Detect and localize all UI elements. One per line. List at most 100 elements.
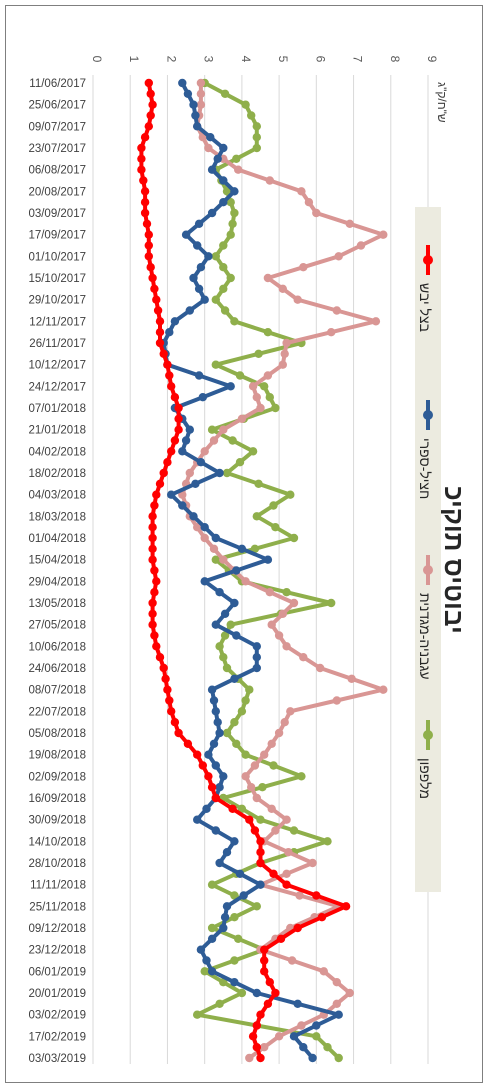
data-point xyxy=(265,588,274,597)
data-point xyxy=(152,577,161,586)
data-point xyxy=(315,663,325,673)
data-point xyxy=(237,804,247,813)
data-point xyxy=(269,869,278,878)
date-tick-label: 30/09/2018 xyxy=(28,815,86,827)
data-point xyxy=(202,804,211,813)
data-point xyxy=(226,273,235,283)
data-point xyxy=(140,208,150,218)
date-tick-label: 04/03/2018 xyxy=(28,490,86,502)
data-point xyxy=(263,273,273,283)
data-point xyxy=(178,447,187,456)
data-point xyxy=(258,783,267,792)
data-point xyxy=(193,815,202,824)
data-point xyxy=(148,609,157,618)
data-point xyxy=(219,263,228,272)
data-point xyxy=(211,295,220,304)
date-tick-label: 08/07/2018 xyxy=(28,685,86,697)
date-tick-label: 13/05/2018 xyxy=(28,598,86,610)
data-point xyxy=(234,165,243,174)
data-point xyxy=(159,468,168,478)
data-point xyxy=(150,501,159,510)
data-point xyxy=(332,696,341,705)
value-tick-label: 5 xyxy=(276,56,290,63)
data-point xyxy=(165,328,174,337)
data-point xyxy=(204,252,213,261)
data-point xyxy=(289,533,299,543)
data-point xyxy=(207,425,217,434)
legend-box xyxy=(415,207,441,892)
data-point xyxy=(293,923,302,933)
date-axis-ticks: 11/06/2017 25/06/2017 09/07/2017 23/07/2017… xyxy=(28,78,86,1065)
data-point xyxy=(312,208,321,218)
data-point xyxy=(140,133,150,142)
data-point xyxy=(278,609,287,618)
data-point xyxy=(215,999,224,1008)
value-tick-label: 0 xyxy=(90,56,104,63)
data-point xyxy=(232,566,241,575)
date-tick-label: 01/10/2017 xyxy=(28,251,86,263)
data-point xyxy=(215,642,224,651)
data-point xyxy=(189,512,198,521)
data-point xyxy=(181,436,191,445)
data-point xyxy=(163,360,172,369)
date-tick-label: 11/11/2018 xyxy=(30,880,86,892)
data-point xyxy=(196,458,206,467)
data-point xyxy=(341,902,351,911)
data-point xyxy=(178,78,187,88)
data-point xyxy=(260,382,269,391)
data-point xyxy=(206,133,215,142)
data-point xyxy=(148,273,157,283)
data-point xyxy=(148,100,157,109)
data-point xyxy=(148,512,157,521)
legend-marker xyxy=(423,410,433,420)
date-tick-label: 20/08/2017 xyxy=(28,186,86,198)
date-tick-label: 09/07/2017 xyxy=(28,121,86,133)
data-point xyxy=(280,718,289,727)
series-3 xyxy=(137,78,351,1063)
data-point xyxy=(237,414,247,423)
data-point xyxy=(256,848,265,857)
data-point xyxy=(170,718,180,727)
data-point xyxy=(252,143,261,153)
data-point xyxy=(219,143,228,153)
data-point xyxy=(207,208,217,218)
data-point xyxy=(202,956,211,965)
data-point xyxy=(267,739,276,748)
data-point xyxy=(263,555,273,564)
data-point xyxy=(256,403,265,413)
data-point xyxy=(230,913,239,922)
data-point xyxy=(345,988,354,998)
data-point xyxy=(274,631,284,640)
data-point xyxy=(198,761,207,770)
data-point xyxy=(189,273,198,283)
value-tick-label: 1 xyxy=(127,56,141,63)
data-point xyxy=(252,902,261,911)
data-point xyxy=(237,544,247,553)
series-1 xyxy=(178,78,388,1063)
data-point xyxy=(252,793,261,803)
data-point xyxy=(204,143,213,153)
data-point xyxy=(222,468,232,478)
date-tick-label: 27/05/2018 xyxy=(28,620,86,632)
data-point xyxy=(161,674,170,683)
data-point xyxy=(155,317,165,326)
data-point xyxy=(191,111,200,120)
data-point xyxy=(245,685,254,694)
data-point xyxy=(207,685,217,694)
data-point xyxy=(137,154,146,163)
data-point xyxy=(211,793,220,803)
legend-label: חציל-ספרי xyxy=(417,438,433,499)
data-point xyxy=(219,978,228,987)
data-point xyxy=(215,858,224,868)
date-tick-label: 28/10/2018 xyxy=(28,858,86,870)
value-tick-label: 7 xyxy=(351,56,365,63)
data-point xyxy=(286,707,295,716)
legend-marker xyxy=(423,730,433,740)
data-point xyxy=(137,165,146,174)
data-point xyxy=(263,328,273,337)
data-point xyxy=(282,338,291,348)
data-point xyxy=(312,1032,321,1041)
data-point xyxy=(278,360,287,369)
data-point xyxy=(193,523,202,532)
data-point xyxy=(219,241,228,250)
